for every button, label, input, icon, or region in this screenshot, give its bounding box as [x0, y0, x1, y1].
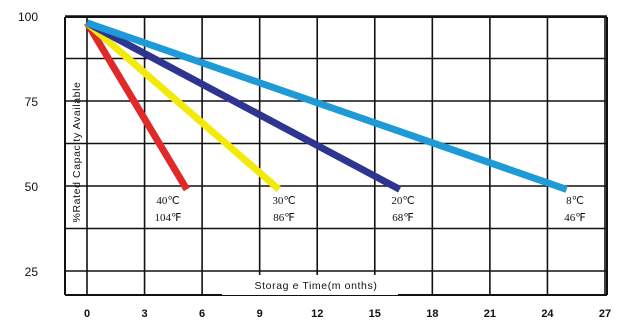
x-tick-label: 6 [199, 308, 205, 320]
series-line-2 [85, 19, 402, 193]
series-label-0-line-0: 40℃ [156, 195, 179, 207]
x-tick-label: 12 [311, 308, 323, 320]
series-label-2-line-0: 20℃ [391, 195, 414, 207]
series-line-3 [85, 19, 568, 193]
series-line-1 [84, 20, 282, 193]
x-tick-label: 0 [84, 308, 90, 320]
series-lines [83, 19, 568, 193]
x-tick-label: 9 [257, 308, 263, 320]
series-labels: 40℃ 104℉ 30℃ 86℉ 20℃ 68℉ 8℃ 46℉ [155, 195, 586, 224]
x-axis-title-box [222, 275, 398, 295]
series-label-3-line-1: 46℉ [564, 212, 585, 224]
x-tick-label: 27 [599, 308, 611, 320]
x-tick-label: 18 [426, 308, 438, 320]
x-tick-label: 21 [484, 308, 496, 320]
y-tick-label: 75 [25, 95, 39, 109]
series-label-2-line-1: 68℉ [392, 212, 413, 224]
grid [64, 15, 608, 296]
x-tick-label: 24 [541, 308, 554, 320]
x-tick-label: 15 [369, 308, 381, 320]
y-tick-label: 50 [25, 180, 39, 194]
series-label-1-line-1: 86℉ [273, 212, 294, 224]
y-tick-label: 25 [25, 265, 39, 279]
x-tick-label: 3 [141, 308, 147, 320]
y-axis-title: %Rated Capacity Available [71, 82, 83, 223]
axes: 25 50 75 100 0 3 6 9 12 15 18 21 24 27 Storag e Time(m… [18, 10, 611, 320]
x-axis-title: Storag e Time(m onths) [255, 280, 378, 292]
series-label-3-line-0: 8℃ [566, 195, 584, 207]
series-line-0 [83, 21, 190, 192]
y-tick-label: 100 [18, 10, 38, 24]
series-label-0-line-1: 104℉ [155, 212, 182, 224]
series-label-1-line-0: 30℃ [272, 195, 295, 207]
